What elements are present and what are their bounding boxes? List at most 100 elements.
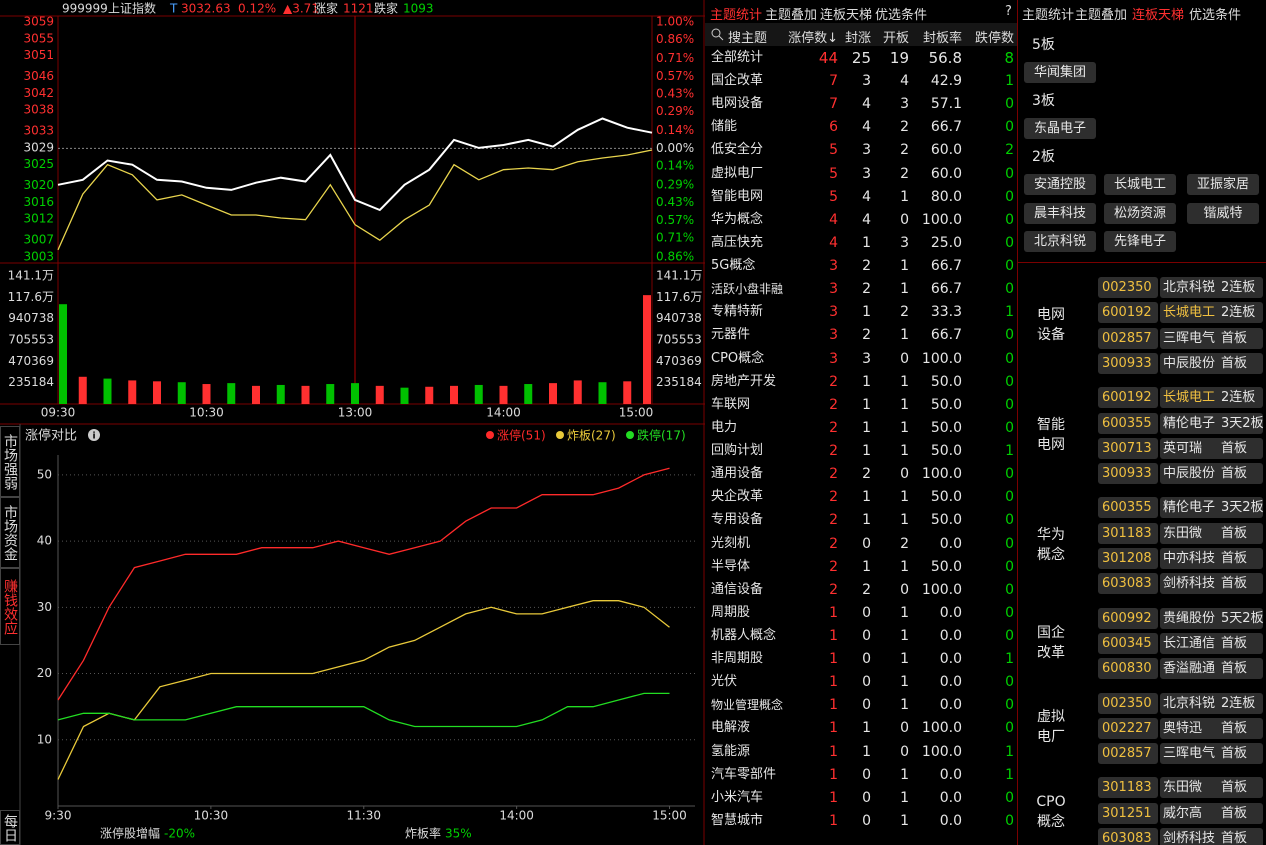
side-tab[interactable]: 市场资金 (0, 497, 20, 568)
table-tab[interactable]: 主题叠加 (765, 8, 818, 23)
theme-name[interactable]: 央企改革 (711, 489, 764, 505)
theme-name[interactable]: 智能电网 (711, 188, 764, 204)
stock-cell[interactable]: 英可瑞 首板 (1160, 437, 1263, 459)
side-tab[interactable]: 市场强弱 (0, 426, 20, 497)
theme-name[interactable]: 物业管理概念 (711, 698, 784, 713)
stock-button[interactable]: 松炀资源 (1104, 202, 1176, 224)
stock-code[interactable]: 600345 (1098, 632, 1158, 654)
stock-cell[interactable]: 三晖电气 首板 (1160, 327, 1263, 349)
stock-cell[interactable]: 北京科锐 2连板 (1160, 277, 1263, 298)
theme-name[interactable]: 专精特新 (711, 304, 764, 320)
stock-code[interactable]: 301183 (1098, 777, 1158, 799)
theme-name[interactable]: 低安全分 (711, 142, 764, 158)
stock-code[interactable]: 300933 (1098, 463, 1158, 485)
stock-code[interactable]: 600355 (1098, 412, 1158, 434)
column-header[interactable]: 封涨 (844, 31, 871, 46)
theme-name[interactable]: 华为概念 (711, 211, 764, 227)
theme-name[interactable]: 氢能源 (711, 743, 751, 759)
theme-name[interactable]: 高压快充 (711, 234, 764, 250)
stock-code[interactable]: 603083 (1098, 828, 1158, 845)
theme-name[interactable]: 智慧城市 (711, 812, 764, 828)
ladder-tab[interactable]: 优选条件 (1189, 8, 1242, 23)
stock-button[interactable]: 晨丰科技 (1024, 202, 1096, 224)
theme-name[interactable]: 元器件 (711, 327, 751, 343)
stock-cell[interactable]: 长江通信 首板 (1160, 632, 1263, 654)
stock-code[interactable]: 002350 (1098, 277, 1158, 298)
theme-name[interactable]: 通信设备 (711, 581, 764, 597)
theme-name[interactable]: CPO概念 (711, 350, 765, 366)
table-tab[interactable]: 主题统计 (710, 8, 763, 23)
theme-name[interactable]: 全部统计 (711, 50, 764, 65)
theme-name[interactable]: 活跃小盘非融 (711, 282, 784, 297)
stock-code[interactable]: 603083 (1098, 573, 1158, 595)
table-tab[interactable]: 优选条件 (875, 8, 928, 23)
stock-code[interactable]: 600355 (1098, 497, 1158, 519)
table-tab[interactable]: 连板天梯 (820, 8, 873, 23)
stock-code[interactable]: 600192 (1098, 387, 1158, 409)
stock-cell[interactable]: 精伦电子 3天2板 (1160, 412, 1264, 434)
theme-name[interactable]: 专用设备 (711, 512, 764, 528)
stock-button[interactable]: 北京科锐 (1024, 231, 1096, 252)
theme-name[interactable]: 房地产开发 (711, 373, 777, 389)
theme-name[interactable]: 车联网 (711, 396, 751, 412)
theme-name[interactable]: 通用设备 (711, 466, 764, 482)
stock-code[interactable]: 600830 (1098, 658, 1158, 680)
theme-name[interactable]: 半导体 (711, 558, 751, 574)
stock-cell[interactable]: 香溢融通 首板 (1160, 658, 1263, 680)
column-header[interactable]: 开板 (882, 31, 909, 46)
stock-code[interactable]: 301183 (1098, 522, 1158, 544)
theme-name[interactable]: 光刻机 (711, 535, 751, 551)
theme-name[interactable]: 汽车零部件 (711, 766, 777, 782)
stock-code[interactable]: 002857 (1098, 743, 1158, 765)
stock-cell[interactable]: 中辰股份 首板 (1160, 463, 1263, 485)
theme-name[interactable]: 非周期股 (711, 651, 764, 667)
stock-code[interactable]: 002227 (1098, 717, 1158, 739)
stock-code[interactable]: 002350 (1098, 692, 1158, 714)
theme-name[interactable]: 机器人概念 (711, 628, 777, 643)
info-icon[interactable] (88, 429, 100, 441)
stock-button[interactable]: 华闻集团 (1024, 62, 1096, 83)
stock-cell[interactable]: 三晖电气 首板 (1160, 743, 1263, 765)
stock-cell[interactable]: 剑桥科技 首板 (1160, 828, 1263, 845)
stock-button[interactable]: 东晶电子 (1024, 118, 1096, 139)
stock-cell[interactable]: 中亦科技 首板 (1160, 548, 1263, 569)
stock-code[interactable]: 002857 (1098, 327, 1158, 349)
theme-name[interactable]: 电力 (711, 419, 738, 435)
stock-button[interactable]: 亚振家居 (1187, 174, 1259, 195)
stock-cell[interactable]: 北京科锐 2连板 (1160, 692, 1263, 714)
stock-code[interactable]: 301208 (1098, 548, 1158, 569)
stock-cell[interactable]: 东田微 首板 (1160, 777, 1263, 799)
theme-name[interactable]: 小米汽车 (711, 789, 764, 805)
theme-name[interactable]: 电网设备 (711, 96, 764, 112)
stock-cell[interactable]: 精伦电子 3天2板 (1160, 497, 1264, 519)
column-header[interactable]: 涨停数↓ (788, 31, 838, 46)
theme-name[interactable]: 周期股 (711, 604, 751, 620)
stock-cell[interactable]: 长城电工 2连板 (1160, 387, 1263, 409)
ladder-tab[interactable]: 主题叠加 (1075, 8, 1128, 23)
column-header[interactable]: 跌停数 (974, 31, 1014, 46)
stock-code[interactable]: 600992 (1098, 607, 1158, 629)
theme-name[interactable]: 5G概念 (711, 258, 756, 274)
stock-button[interactable]: 安通控股 (1024, 174, 1096, 195)
stock-button[interactable]: 长城电工 (1104, 174, 1176, 195)
stock-button[interactable]: 锴威特 (1187, 202, 1259, 224)
theme-name[interactable]: 虚拟电厂 (711, 165, 764, 181)
column-header[interactable]: 封板率 (922, 31, 962, 46)
theme-name[interactable]: 储能 (711, 119, 738, 135)
stock-code[interactable]: 300713 (1098, 437, 1158, 459)
stock-cell[interactable]: 威尔高 首板 (1160, 802, 1263, 824)
side-tab[interactable]: 赚钱效应 (0, 568, 20, 645)
stock-code[interactable]: 301251 (1098, 802, 1158, 824)
stock-cell[interactable]: 剑桥科技 首板 (1160, 573, 1263, 595)
stock-cell[interactable]: 贵绳股份 5天2板 (1160, 607, 1264, 629)
theme-name[interactable]: 电解液 (711, 720, 751, 736)
ladder-tab[interactable]: 主题统计 (1022, 8, 1075, 23)
stock-code[interactable]: 600192 (1098, 302, 1158, 324)
theme-name[interactable]: 国企改革 (711, 73, 764, 89)
stock-button[interactable]: 先锋电子 (1104, 231, 1176, 252)
theme-name[interactable]: 回购计划 (711, 443, 764, 459)
search-icon[interactable] (710, 27, 726, 43)
stock-cell[interactable]: 奥特迅 首板 (1160, 717, 1263, 739)
search-box[interactable]: 搜主题 (728, 31, 768, 46)
theme-name[interactable]: 光伏 (711, 674, 738, 690)
